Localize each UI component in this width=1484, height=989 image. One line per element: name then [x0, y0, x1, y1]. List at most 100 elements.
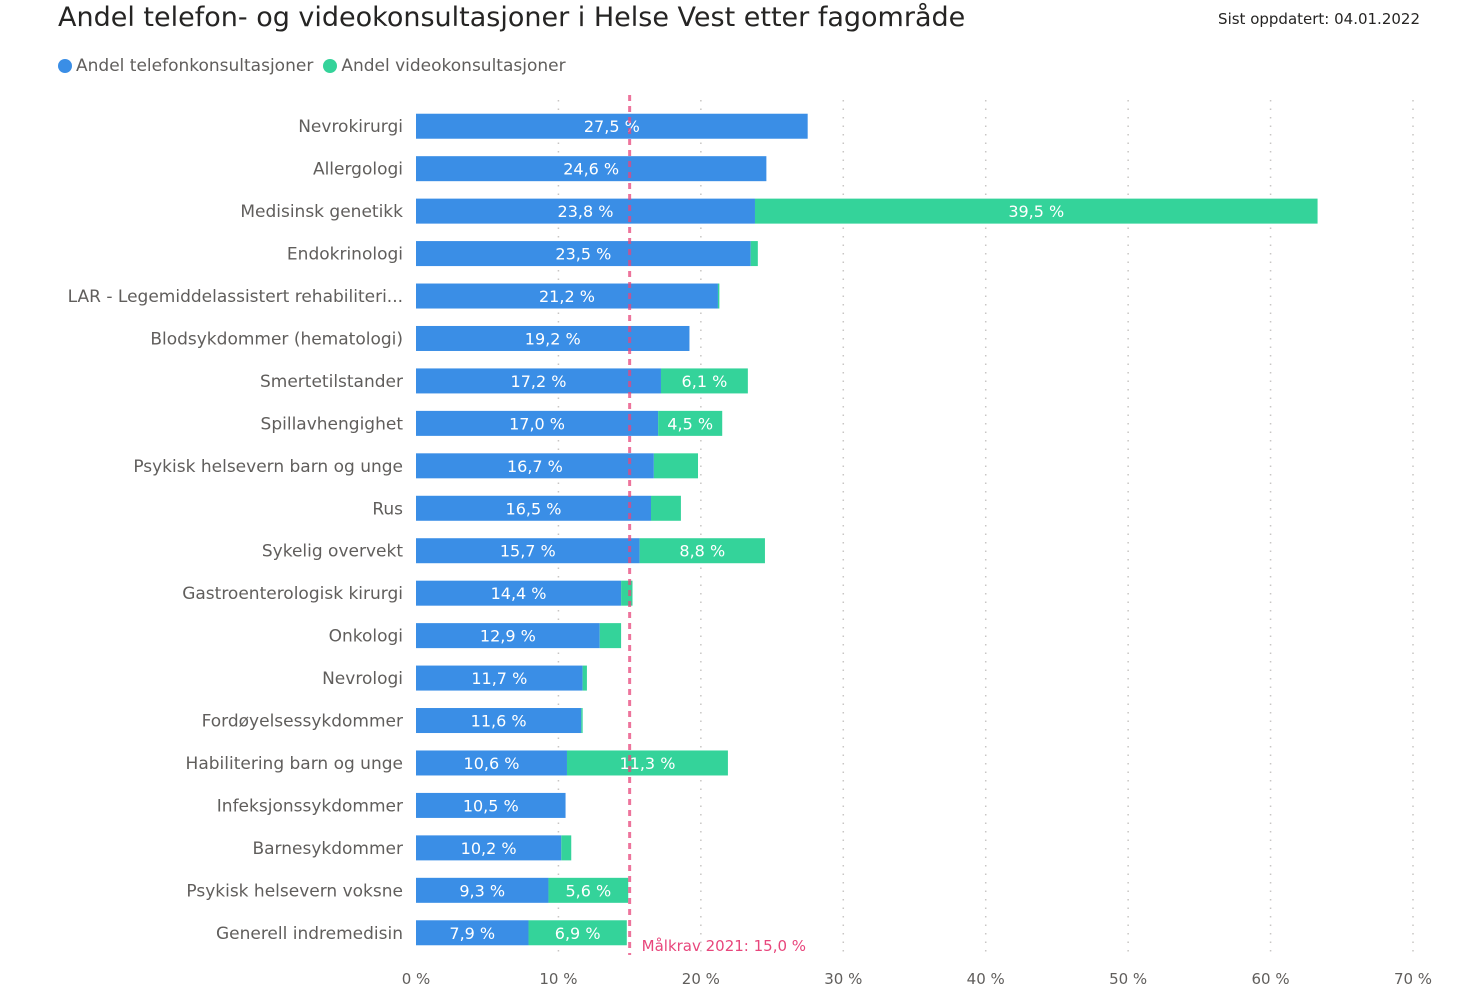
bar-label-telefon: 9,3 % [459, 881, 505, 900]
target-label: Målkrav 2021: 15,0 % [642, 937, 806, 955]
last-updated-text: Sist oppdatert: 04.01.2022 [1218, 10, 1420, 28]
bar-video [582, 665, 587, 691]
category-label: Onkologi [329, 627, 403, 647]
bar-telefon [416, 877, 549, 903]
bar-video [621, 580, 633, 606]
category-label: Medisinsk genetikk [240, 202, 403, 222]
bar-label-telefon: 21,2 % [539, 287, 595, 306]
bar-label-video: 4,5 % [667, 414, 713, 433]
legend-item-video[interactable]: Andel videokonsultasjoner [323, 56, 566, 76]
category-label: Smertetilstander [260, 372, 403, 392]
bar-label-telefon: 10,2 % [461, 839, 517, 858]
bar-video [660, 368, 748, 394]
bar-telefon [416, 453, 654, 479]
bar-telefon [416, 920, 529, 946]
bar-label-video: 8,8 % [679, 542, 725, 561]
category-label: LAR - Legemiddelassistert rehabiliteri..… [68, 287, 403, 307]
bar-telefon [416, 580, 622, 606]
category-label: Nevrologi [322, 669, 403, 689]
bar-telefon [416, 410, 659, 436]
legend-dot-telefon-icon [58, 59, 72, 73]
x-tick-label: 10 % [539, 970, 577, 988]
bar-telefon [416, 495, 652, 521]
category-label: Gastroenterologisk kirurgi [182, 584, 403, 604]
x-tick-label: 20 % [682, 970, 720, 988]
category-label: Sykelig overvekt [262, 542, 403, 562]
bar-label-telefon: 14,4 % [491, 584, 547, 603]
category-label: Nevrokirurgi [298, 117, 403, 137]
category-label: Psykisk helsevern voksne [186, 881, 403, 901]
bar-label-telefon: 11,6 % [471, 712, 527, 731]
bar-video [599, 623, 622, 649]
bar-video [528, 920, 627, 946]
bar-label-telefon: 27,5 % [584, 117, 640, 136]
bar-label-telefon: 10,5 % [463, 796, 519, 815]
bar-label-telefon: 17,2 % [511, 372, 567, 391]
legend-label-telefon: Andel telefonkonsultasjoner [76, 56, 314, 76]
bar-telefon [416, 538, 640, 564]
x-tick-label: 40 % [967, 970, 1005, 988]
x-tick-label: 0 % [402, 970, 431, 988]
category-label: Fordøyelsessykdommer [202, 712, 403, 732]
legend-label-video: Andel videokonsultasjoner [341, 56, 566, 76]
bar-label-telefon: 7,9 % [449, 924, 495, 943]
bar-label-video: 6,9 % [555, 924, 601, 943]
bar-label-video: 39,5 % [1008, 202, 1064, 221]
bar-video [548, 877, 629, 903]
category-label: Allergologi [313, 160, 403, 180]
bar-label-telefon: 19,2 % [525, 329, 581, 348]
bar-telefon [416, 283, 718, 309]
category-label: Endokrinologi [287, 245, 403, 265]
chart-legend: Andel telefonkonsultasjoner Andel videok… [58, 56, 576, 76]
bar-video [651, 495, 681, 521]
bar-label-telefon: 16,7 % [507, 457, 563, 476]
bar-label-video: 5,6 % [565, 881, 611, 900]
bar-telefon [416, 665, 583, 691]
bar-label-telefon: 17,0 % [509, 414, 565, 433]
x-tick-label: 60 % [1252, 970, 1290, 988]
category-label: Psykisk helsevern barn og unge [133, 457, 403, 477]
bar-label-video: 6,1 % [682, 372, 728, 391]
bar-telefon [416, 241, 751, 267]
bar-label-telefon: 23,5 % [555, 245, 611, 264]
bar-label-telefon: 10,6 % [464, 754, 520, 773]
legend-item-telefon[interactable]: Andel telefonkonsultasjoner [58, 56, 313, 76]
bar-label-telefon: 23,8 % [558, 202, 614, 221]
bar-telefon [416, 708, 582, 734]
bar-telefon [416, 156, 767, 182]
bar-telefon [416, 113, 808, 139]
bar-telefon [416, 623, 600, 649]
bar-telefon [416, 835, 562, 861]
bar-video [717, 283, 720, 309]
bar-video [566, 750, 728, 776]
x-tick-label: 70 % [1394, 970, 1432, 988]
category-label: Infeksjonssykdommer [217, 796, 403, 816]
bar-telefon [416, 325, 690, 351]
category-label: Spillavhengighet [261, 414, 404, 434]
bar-video [658, 410, 723, 436]
chart-title: Andel telefon- og videokonsultasjoner i … [58, 2, 966, 33]
bar-video [653, 453, 699, 479]
bar-label-telefon: 15,7 % [500, 542, 556, 561]
category-label: Generell indremedisin [216, 924, 403, 944]
category-label: Blodsykdommer (hematologi) [150, 329, 403, 349]
legend-dot-video-icon [323, 59, 338, 73]
category-label: Barnesykdommer [252, 839, 403, 859]
x-tick-label: 50 % [1109, 970, 1147, 988]
category-label: Habilitering barn og unge [186, 754, 403, 774]
bar-video [639, 538, 765, 564]
x-tick-label: 30 % [824, 970, 862, 988]
bar-label-telefon: 16,5 % [506, 499, 562, 518]
bar-label-telefon: 12,9 % [480, 627, 536, 646]
bar-video [750, 241, 758, 267]
bar-label-video: 11,3 % [619, 754, 675, 773]
bar-video [754, 198, 1318, 224]
bar-telefon [416, 792, 566, 818]
bar-telefon [416, 368, 661, 394]
bar-label-telefon: 11,7 % [471, 669, 527, 688]
bar-telefon [416, 198, 755, 224]
bar-label-telefon: 24,6 % [563, 160, 619, 179]
category-label: Rus [372, 499, 403, 519]
bar-video [581, 708, 583, 734]
